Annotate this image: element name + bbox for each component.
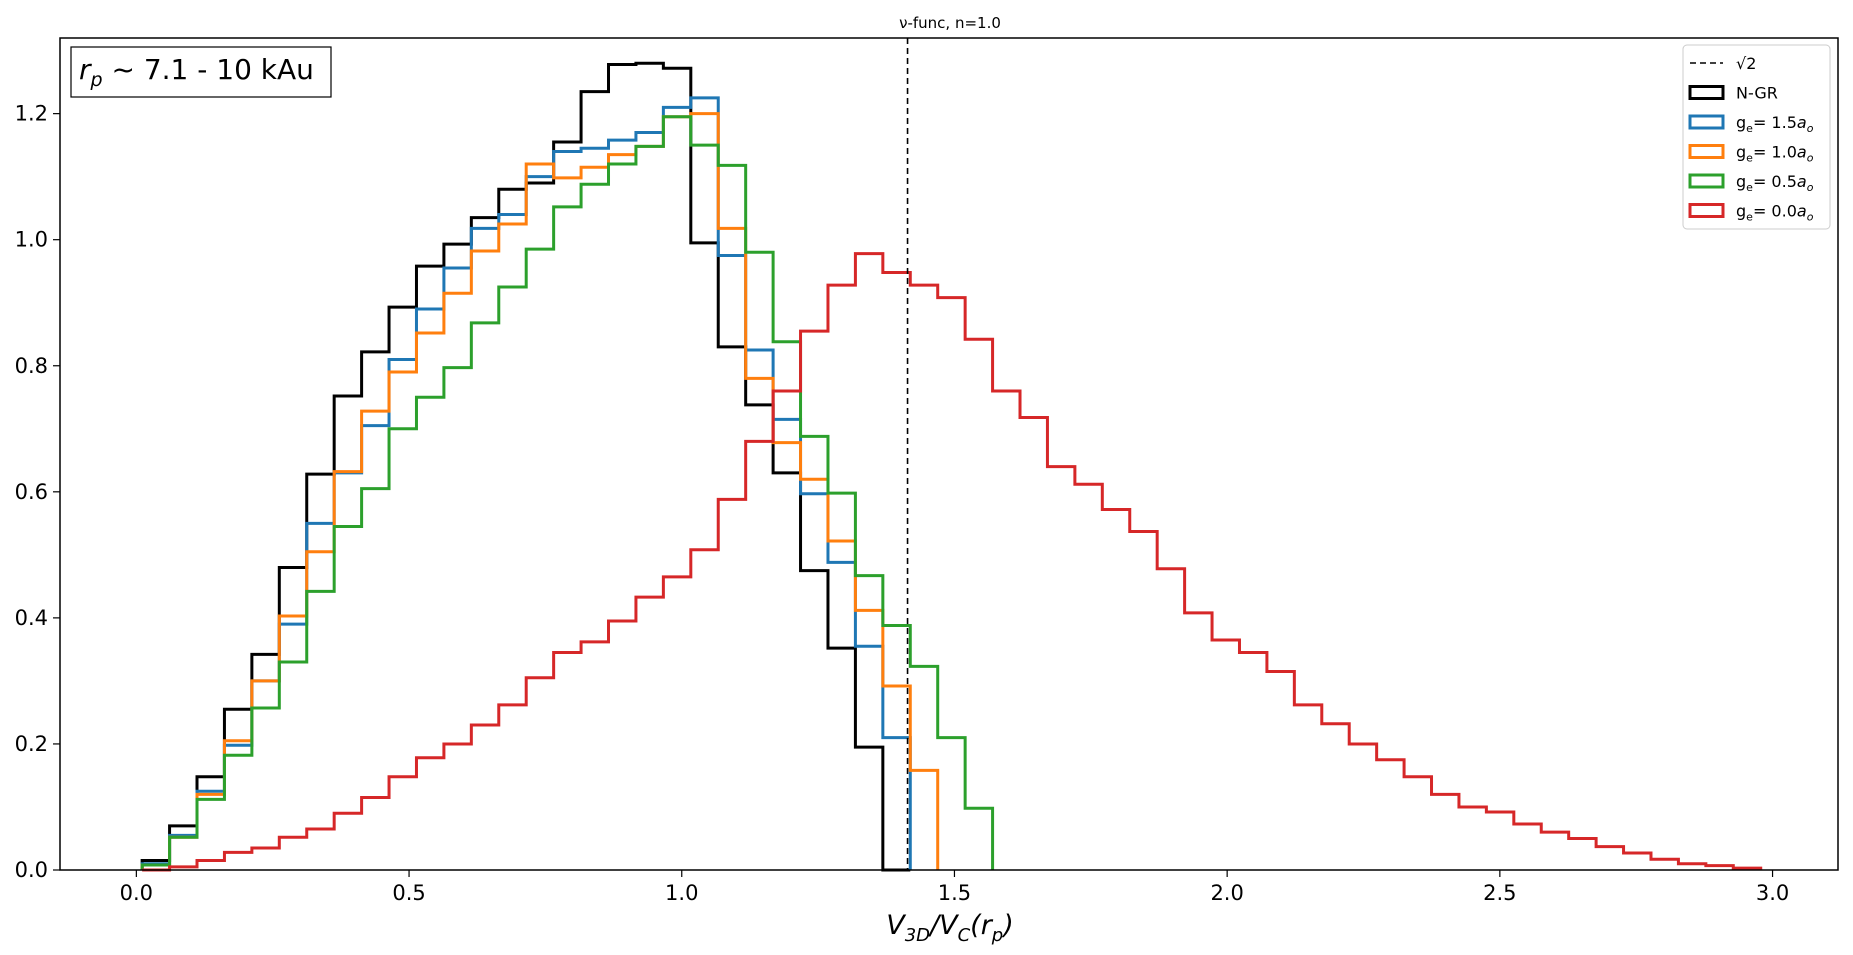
series-g-e-1-0a-o <box>140 112 940 870</box>
annotation-text: rp ~ 7.1 - 10 kAu <box>79 53 314 91</box>
x-axis: 0.0 0.5 1.0 1.5 2.0 2.5 3.0 <box>120 870 1789 905</box>
legend-swatch-g-e-1-5a-o <box>1688 114 1725 130</box>
legend-label-n-gr: N-GR <box>1736 84 1778 103</box>
x-tick-label: 1.5 <box>938 881 971 905</box>
range-annotation: rp ~ 7.1 - 10 kAu <box>70 46 332 98</box>
annotation-box <box>70 46 332 98</box>
legend-frame <box>1682 44 1831 230</box>
x-axis-label: V3D/VC(rp) <box>886 910 1014 946</box>
legend: √2 N-GR ge= 1.5ao ge= 1.0ao ge= 0.5ao ge= 0.0… <box>1682 44 1831 230</box>
legend-label-g-e-1-5a-o: ge= 1.5ao <box>1736 113 1814 135</box>
y-tick-label: 0.4 <box>15 606 48 630</box>
chart-title: ν-func, n=1.0 <box>899 14 1001 32</box>
x-tick-label: 1.0 <box>665 881 698 905</box>
legend-label-g-e-1-0a-o: ge= 1.0ao <box>1736 143 1814 165</box>
y-tick-label: 0.6 <box>15 480 48 504</box>
y-tick-label: 0.0 <box>15 858 48 882</box>
x-tick-label: 0.5 <box>392 881 425 905</box>
plot-frame <box>59 37 1839 871</box>
legend-swatch-g-e-0-5a-o <box>1688 173 1725 189</box>
x-tick-label: 2.5 <box>1483 881 1516 905</box>
legend-swatch-g-e-1-0a-o <box>1688 144 1725 159</box>
series-g-e-0-5a-o <box>140 115 995 870</box>
y-axis: 0.0 0.2 0.4 0.6 0.8 1.0 1.2 <box>15 102 60 882</box>
series-layer <box>140 61 1763 872</box>
legend-label-sqrt2: √2 <box>1736 54 1756 73</box>
legend-swatch-n-gr <box>1688 85 1725 100</box>
legend-swatch-g-e-0-0a-o <box>1688 203 1725 218</box>
y-tick-label: 0.8 <box>15 354 48 378</box>
y-tick-label: 1.2 <box>15 102 48 126</box>
legend-label-g-e-0-5a-o: ge= 0.5ao <box>1736 172 1814 194</box>
x-tick-label: 2.0 <box>1210 881 1243 905</box>
x-tick-label: 0.0 <box>120 881 153 905</box>
y-tick-label: 1.0 <box>15 228 48 252</box>
y-tick-label: 0.2 <box>15 732 48 756</box>
x-tick-label: 3.0 <box>1756 881 1789 905</box>
legend-label-g-e-0-0a-o: ge= 0.0ao <box>1736 202 1814 224</box>
series-g-e-0-0a-o <box>142 252 1763 872</box>
